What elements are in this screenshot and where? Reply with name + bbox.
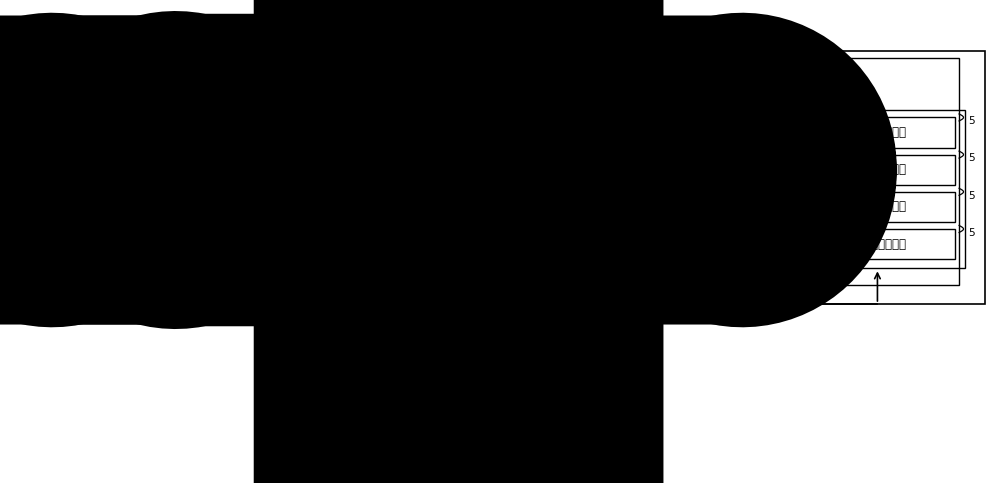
Bar bbox=[555, 155, 740, 185]
Text: 5: 5 bbox=[968, 191, 975, 200]
Text: LED灯珠或灯条: LED灯珠或灯条 bbox=[849, 200, 907, 213]
Text: LED灯珠或灯条: LED灯珠或灯条 bbox=[849, 126, 907, 139]
Text: 寄存器: 寄存器 bbox=[636, 235, 659, 248]
Text: 3: 3 bbox=[305, 138, 312, 148]
Text: PWM信号发生器: PWM信号发生器 bbox=[613, 128, 681, 142]
Text: 无线终端: 无线终端 bbox=[184, 164, 214, 176]
Text: 224: 224 bbox=[782, 189, 802, 199]
Bar bbox=[555, 226, 740, 256]
Text: 22: 22 bbox=[782, 263, 795, 273]
Text: 2: 2 bbox=[606, 45, 612, 56]
Bar bbox=[801, 117, 955, 148]
Bar bbox=[555, 120, 740, 150]
Text: 存储单元: 存储单元 bbox=[444, 223, 474, 236]
Bar bbox=[533, 76, 779, 267]
Text: 222: 222 bbox=[782, 119, 802, 128]
Bar bbox=[801, 192, 955, 222]
Text: 4: 4 bbox=[636, 269, 643, 279]
Bar bbox=[555, 191, 740, 221]
Bar bbox=[380, 58, 959, 285]
Bar bbox=[406, 212, 511, 246]
Text: 处理模块: 处理模块 bbox=[550, 292, 580, 305]
Text: LED灯珠或灯条: LED灯珠或灯条 bbox=[849, 163, 907, 176]
Text: 1: 1 bbox=[193, 138, 199, 148]
Text: LED驱动器: LED驱动器 bbox=[624, 164, 671, 177]
Bar bbox=[555, 85, 740, 114]
Bar bbox=[790, 111, 965, 269]
Text: 数据存储器: 数据存储器 bbox=[629, 199, 666, 212]
Text: 223: 223 bbox=[782, 154, 802, 164]
Text: 5: 5 bbox=[968, 228, 975, 238]
Bar bbox=[274, 151, 388, 189]
Text: 控制单元: 控制单元 bbox=[444, 164, 474, 176]
Text: 5: 5 bbox=[968, 116, 975, 126]
Text: 23: 23 bbox=[507, 243, 520, 253]
Text: LED驱动芯片: LED驱动芯片 bbox=[623, 272, 672, 282]
Text: AC/DC电源模块: AC/DC电源模块 bbox=[540, 288, 610, 301]
Bar bbox=[140, 151, 258, 189]
Text: 控制器: 控制器 bbox=[636, 93, 659, 106]
Text: 225: 225 bbox=[782, 225, 802, 235]
Text: 5: 5 bbox=[968, 154, 975, 163]
Text: LED灯珠或灯条: LED灯珠或灯条 bbox=[849, 238, 907, 251]
Bar bbox=[406, 151, 511, 189]
Text: LED灯的智能控制系统: LED灯的智能控制系统 bbox=[517, 311, 602, 324]
Bar bbox=[801, 229, 955, 259]
Text: 21: 21 bbox=[507, 138, 520, 148]
Bar bbox=[507, 282, 643, 308]
Bar bbox=[801, 155, 955, 185]
Text: 无线通信模块: 无线通信模块 bbox=[309, 164, 354, 176]
Text: 221: 221 bbox=[782, 83, 802, 93]
